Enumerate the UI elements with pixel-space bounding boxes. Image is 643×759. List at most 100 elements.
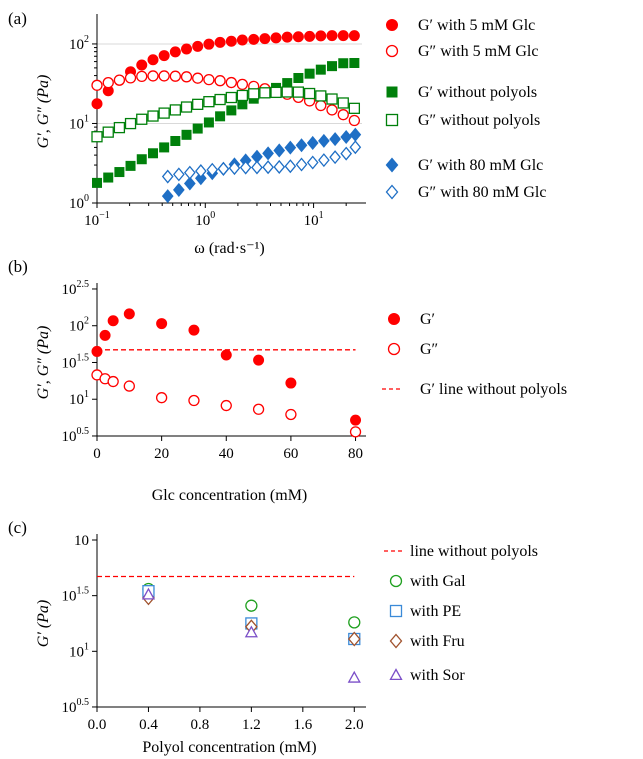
data-point xyxy=(236,34,248,46)
data-point xyxy=(284,159,297,174)
data-point xyxy=(295,157,308,172)
legend-swatch xyxy=(385,44,399,58)
y-tick-label-exponent: 1 xyxy=(84,113,89,124)
panel-label: (c) xyxy=(8,518,27,537)
data-point xyxy=(136,59,148,71)
data-point xyxy=(147,70,159,82)
x-tick-label-base: 0 xyxy=(93,446,101,462)
y-tick-label: 101 xyxy=(69,641,89,660)
legend-swatch xyxy=(385,157,399,173)
x-tick-label-base: 10 xyxy=(304,213,319,229)
y-tick-label-base: 10 xyxy=(62,589,77,605)
x-tick-label-base: 20 xyxy=(154,446,169,462)
y-tick-label-exponent: 1.5 xyxy=(77,586,90,597)
legend-label: G′ without polyols xyxy=(418,84,537,101)
data-point xyxy=(338,58,349,69)
legend-label: with Gal xyxy=(410,573,466,590)
y-tick-label-exponent: 1 xyxy=(84,641,89,652)
data-point xyxy=(284,140,297,155)
y-tick-label-exponent: 0.5 xyxy=(77,697,90,708)
y-tick-label: 100.5 xyxy=(62,697,90,716)
series-2: G′ line without polyols xyxy=(97,349,567,398)
y-tick-label-base: 10 xyxy=(74,533,89,549)
legend-label: with Fru xyxy=(410,633,465,650)
x-tick-label: 101 xyxy=(304,210,324,229)
data-point xyxy=(91,131,103,143)
data-point xyxy=(259,33,271,45)
y-tick-label-base: 10 xyxy=(69,196,84,212)
data-point xyxy=(114,167,125,178)
x-tick-label-base: 10 xyxy=(195,213,210,229)
x-tick-label-base: 0.8 xyxy=(191,717,210,733)
data-point xyxy=(158,50,170,62)
legend-label: G″ with 80 mM Glc xyxy=(418,184,546,201)
data-point xyxy=(192,72,204,84)
data-point xyxy=(348,30,360,42)
x-axis-label: Polyol concentration (mM) xyxy=(142,739,316,756)
x-tick-label: 2.0 xyxy=(345,717,364,733)
data-point xyxy=(262,146,274,161)
data-point xyxy=(329,150,341,165)
data-point xyxy=(158,107,170,119)
x-tick-label: 10−1 xyxy=(84,210,110,229)
series-4: G′ with 80 mM Glc xyxy=(161,127,543,204)
data-point xyxy=(170,135,181,146)
legend-swatch xyxy=(389,604,403,618)
y-tick-label-exponent: 0.5 xyxy=(77,426,90,437)
data-point xyxy=(318,153,330,168)
data-point xyxy=(159,142,170,153)
data-point xyxy=(347,670,361,683)
data-point xyxy=(253,354,265,366)
data-point xyxy=(123,308,135,320)
data-point xyxy=(349,140,362,155)
data-point xyxy=(281,31,293,43)
y-tick-label-base: 10 xyxy=(69,319,84,335)
x-tick-label: 80 xyxy=(348,446,363,462)
y-tick-label-exponent: 2.5 xyxy=(77,279,90,290)
data-point xyxy=(214,93,226,106)
y-tick-label-base: 10 xyxy=(69,116,84,132)
data-point xyxy=(203,117,214,128)
data-point xyxy=(92,177,102,188)
x-tick-label-base: 80 xyxy=(348,446,363,462)
data-point xyxy=(270,86,282,99)
data-point xyxy=(228,161,241,176)
y-tick-label-exponent: 0 xyxy=(84,193,89,204)
data-point xyxy=(206,162,219,177)
data-point xyxy=(245,599,258,612)
data-point xyxy=(169,46,181,58)
y-axis-label: G′, G″ (Pa) xyxy=(35,75,52,149)
data-point xyxy=(251,160,263,175)
data-point xyxy=(349,57,360,68)
data-point xyxy=(306,155,319,170)
data-point xyxy=(192,98,204,110)
data-point xyxy=(220,349,232,361)
x-tick-label-base: 0.4 xyxy=(139,717,158,733)
data-point xyxy=(347,631,361,647)
data-point xyxy=(195,164,207,179)
x-axis-label: Glc concentration (mM) xyxy=(152,487,308,504)
data-point xyxy=(99,329,111,341)
y-tick-label-base: 10 xyxy=(62,700,77,716)
y-tick-label: 100 xyxy=(69,193,89,212)
data-point xyxy=(103,172,114,183)
data-point xyxy=(350,414,362,426)
y-tick-label: 101 xyxy=(69,389,89,408)
series-5: G″ with 80 mM Glc xyxy=(161,140,546,201)
data-point xyxy=(136,113,148,125)
legend-label: with Sor xyxy=(410,667,465,684)
data-point xyxy=(113,121,126,134)
data-point xyxy=(292,86,305,98)
x-tick-label-base: 1.6 xyxy=(293,717,312,733)
data-point xyxy=(315,64,326,75)
data-point xyxy=(337,97,349,109)
x-tick-label: 60 xyxy=(283,446,298,462)
y-tick-label: 101.5 xyxy=(62,586,90,605)
data-point xyxy=(217,161,230,176)
series-1: G″ xyxy=(91,341,438,438)
legend-label: G′ with 80 mM Glc xyxy=(418,157,543,174)
x-tick-label: 0.0 xyxy=(88,717,107,733)
x-tick-label: 0 xyxy=(93,446,101,462)
